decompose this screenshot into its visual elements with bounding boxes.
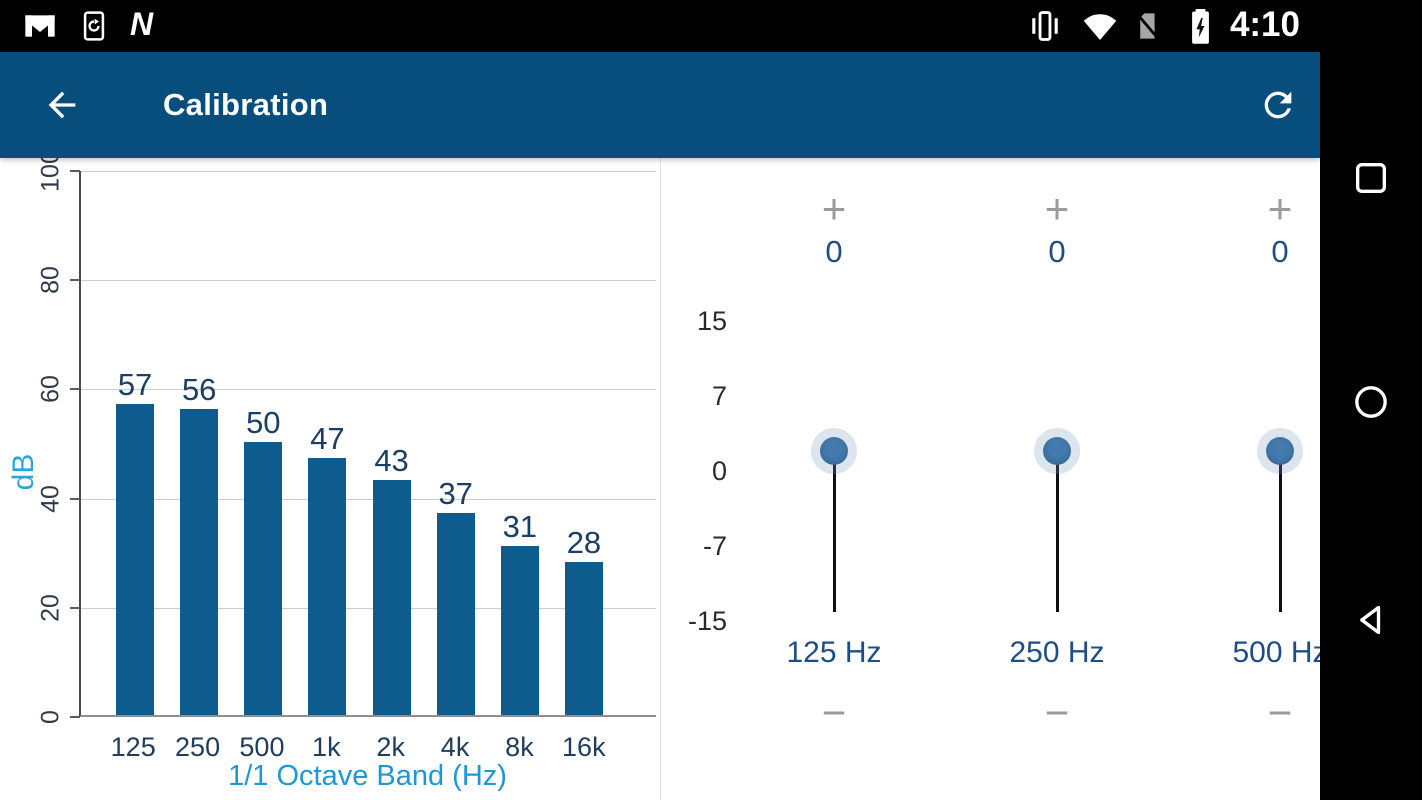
slider-track[interactable]: [832, 451, 836, 612]
x-tick-label: 2k: [376, 732, 405, 762]
y-gridline: [81, 607, 656, 609]
y-tick-mark: [70, 716, 80, 718]
back-arrow-icon[interactable]: [42, 85, 82, 125]
back-triangle-icon[interactable]: [1351, 600, 1391, 640]
slider-decrement-button[interactable]: −: [1044, 689, 1070, 736]
bar-500: [244, 442, 283, 715]
bar-column: 57: [103, 369, 167, 715]
bar-value-label: 37: [438, 475, 473, 511]
bar-value-label: 43: [374, 443, 409, 479]
bar-value-label: 47: [310, 421, 345, 457]
slider-decrement-button[interactable]: −: [821, 689, 847, 736]
slider-thumb[interactable]: [820, 437, 848, 465]
navigation-bar: [1320, 0, 1422, 800]
bar-column: 47: [295, 423, 359, 715]
bar-column: 37: [424, 478, 488, 715]
slider-column-125-hz: +0 125 Hz −: [734, 158, 934, 800]
bar-value-label: 56: [181, 372, 217, 408]
x-axis-ticks: 125 250 500 1k 2k 4k 8k 16k: [101, 732, 616, 763]
bar-250: [180, 409, 219, 715]
bar-value-label: 31: [502, 508, 538, 544]
battery-charging-icon: [1192, 9, 1209, 44]
chart-plot-area: 57 56 50 47 43 37 31 28: [79, 171, 656, 717]
eq-scale-label: -15: [687, 606, 727, 636]
bar-value-label: 57: [117, 366, 153, 402]
eq-scale-label: 15: [696, 306, 727, 336]
bar-4k: [436, 512, 475, 715]
slider-track[interactable]: [1055, 451, 1059, 612]
wifi-icon: [1083, 14, 1117, 40]
y-tick-label: 60: [36, 375, 65, 404]
slider-column-250-hz: +0 250 Hz −: [957, 158, 1157, 800]
home-circle-icon[interactable]: [1351, 382, 1391, 422]
page-title: Calibration: [163, 87, 329, 122]
x-tick-label: 500: [239, 732, 285, 762]
y-tick-mark: [70, 497, 80, 500]
bar-column: 31: [488, 511, 552, 715]
slider-band-label: 125 Hz: [786, 636, 882, 669]
no-sim-icon: [1136, 13, 1159, 39]
y-tick-mark: [70, 170, 80, 172]
y-gridline: [81, 389, 656, 391]
y-tick-mark: [70, 388, 80, 391]
calibration-chart: 57 56 50 47 43 37 31 28 dB 125 250 500 1k 2k 4k 8k 16k…: [0, 150, 660, 800]
bar-group: 57 56 50 47 43 37 31 28: [103, 171, 616, 715]
slider-value: 0: [1048, 234, 1066, 269]
x-axis-title: 1/1 Octave Band (Hz): [228, 760, 507, 792]
bar-8k: [500, 545, 539, 715]
eq-scale-label: -7: [702, 531, 727, 561]
y-tick-mark: [70, 279, 80, 282]
slider-value: 0: [1271, 234, 1289, 269]
eq-scale-label: 0: [711, 456, 727, 486]
status-bar: N 4:10: [0, 0, 1422, 52]
bar-2k: [372, 480, 411, 715]
x-tick-label: 4k: [440, 732, 470, 762]
bar-column: 50: [231, 407, 295, 715]
slider-column-500-hz: +0 500 Hz −: [1180, 158, 1320, 800]
android-n-icon: N: [130, 6, 154, 42]
bar-value-label: 50: [246, 405, 281, 440]
bar-125: [116, 403, 155, 715]
x-tick-label: 1k: [312, 732, 341, 762]
slider-track[interactable]: [1278, 451, 1282, 612]
slider-band-label: 250 Hz: [1009, 636, 1105, 669]
x-tick-label: 16k: [562, 732, 606, 762]
slider-value: 0: [825, 234, 843, 269]
y-gridline: [81, 280, 656, 282]
y-tick-label: 20: [36, 593, 65, 622]
bar-column: 28: [552, 527, 616, 715]
bar-16k: [564, 562, 603, 715]
x-tick-label: 125: [110, 732, 156, 762]
slider-thumb[interactable]: [1043, 437, 1071, 465]
bar-column: 43: [360, 445, 424, 715]
screen-rotation-icon: [83, 11, 105, 41]
y-gridline: [81, 171, 656, 172]
y-gridline: [81, 498, 656, 500]
slider-decrement-button[interactable]: −: [1267, 689, 1293, 736]
clock: 4:10: [1229, 5, 1300, 44]
gmail-icon: [25, 15, 55, 37]
vibrate-icon: [1032, 11, 1058, 41]
app-bar: Calibration: [0, 52, 1320, 158]
y-tick-mark: [70, 606, 80, 609]
equalizer-panel: 15 7 0 -7 -15 +0 125 Hz − +0 250 Hz − +0 500 Hz −: [660, 158, 1320, 800]
bar-1k: [308, 458, 347, 715]
y-tick-label: 40: [36, 484, 65, 513]
slider-thumb[interactable]: [1266, 437, 1294, 465]
refresh-icon[interactable]: [1258, 85, 1298, 125]
slider-increment-button[interactable]: +: [821, 185, 847, 232]
eq-scale-label: 7: [711, 381, 727, 411]
bar-column: 56: [167, 374, 231, 715]
recents-square-icon[interactable]: [1351, 158, 1391, 198]
slider-increment-button[interactable]: +: [1267, 185, 1293, 232]
y-tick-label: 0: [36, 710, 65, 724]
y-tick-label: 80: [36, 266, 65, 295]
bar-value-label: 28: [566, 525, 602, 561]
x-tick-label: 8k: [505, 732, 534, 762]
slider-band-label: 500 Hz: [1232, 636, 1320, 669]
slider-increment-button[interactable]: +: [1044, 185, 1070, 232]
x-tick-label: 250: [175, 732, 221, 762]
